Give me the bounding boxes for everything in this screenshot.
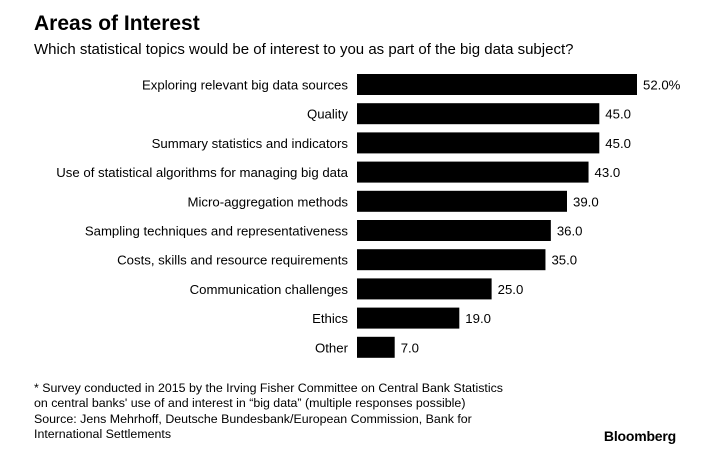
category-label: Sampling techniques and representativene… xyxy=(85,224,349,239)
data-label: 45.0 xyxy=(605,107,631,122)
data-label: 43.0 xyxy=(595,165,621,180)
bar xyxy=(357,132,600,154)
bar xyxy=(357,220,551,241)
bar xyxy=(357,249,546,271)
category-label: Use of statistical algorithms for managi… xyxy=(56,165,348,180)
footnote-line: on central banks' use of and interest in… xyxy=(34,396,466,411)
footnote-source: Source: Jens Mehrhoff, Deutsche Bundesba… xyxy=(34,411,472,426)
category-label: Micro-aggregation methods xyxy=(187,194,348,209)
category-label: Exploring relevant big data sources xyxy=(142,78,348,93)
bar xyxy=(357,278,492,300)
bar xyxy=(357,103,600,125)
footnote: * Survey conducted in 2015 by the Irving… xyxy=(34,381,594,443)
data-label: 7.0 xyxy=(401,340,419,355)
bar xyxy=(357,190,567,212)
bar xyxy=(357,161,589,183)
bar-chart: Exploring relevant big data sources 52.0%… xyxy=(56,74,681,358)
category-label: Quality xyxy=(307,107,348,122)
data-label: 35.0 xyxy=(551,253,577,268)
data-label: 25.0 xyxy=(498,282,524,297)
data-label: 36.0 xyxy=(557,224,583,239)
chart-subtitle: Which statistical topics would be of int… xyxy=(34,41,574,58)
data-label: 39.0 xyxy=(573,194,599,209)
category-label: Other xyxy=(315,340,349,355)
bloomberg-logo: Bloomberg xyxy=(603,428,676,444)
footnote-source: International Settlements xyxy=(34,427,172,442)
data-label: 52.0% xyxy=(643,78,681,93)
category-label: Costs, skills and resource requirements xyxy=(117,253,348,268)
data-label: 19.0 xyxy=(465,311,491,326)
bar xyxy=(357,336,395,358)
bar xyxy=(357,307,460,329)
category-label: Ethics xyxy=(312,311,348,326)
category-label: Communication challenges xyxy=(190,282,349,297)
data-label: 45.0 xyxy=(605,136,631,151)
chart-title: Areas of Interest xyxy=(34,12,200,35)
bar xyxy=(357,74,637,95)
category-label: Summary statistics and indicators xyxy=(152,136,349,151)
footnote-line: * Survey conducted in 2015 by the Irving… xyxy=(34,381,504,395)
